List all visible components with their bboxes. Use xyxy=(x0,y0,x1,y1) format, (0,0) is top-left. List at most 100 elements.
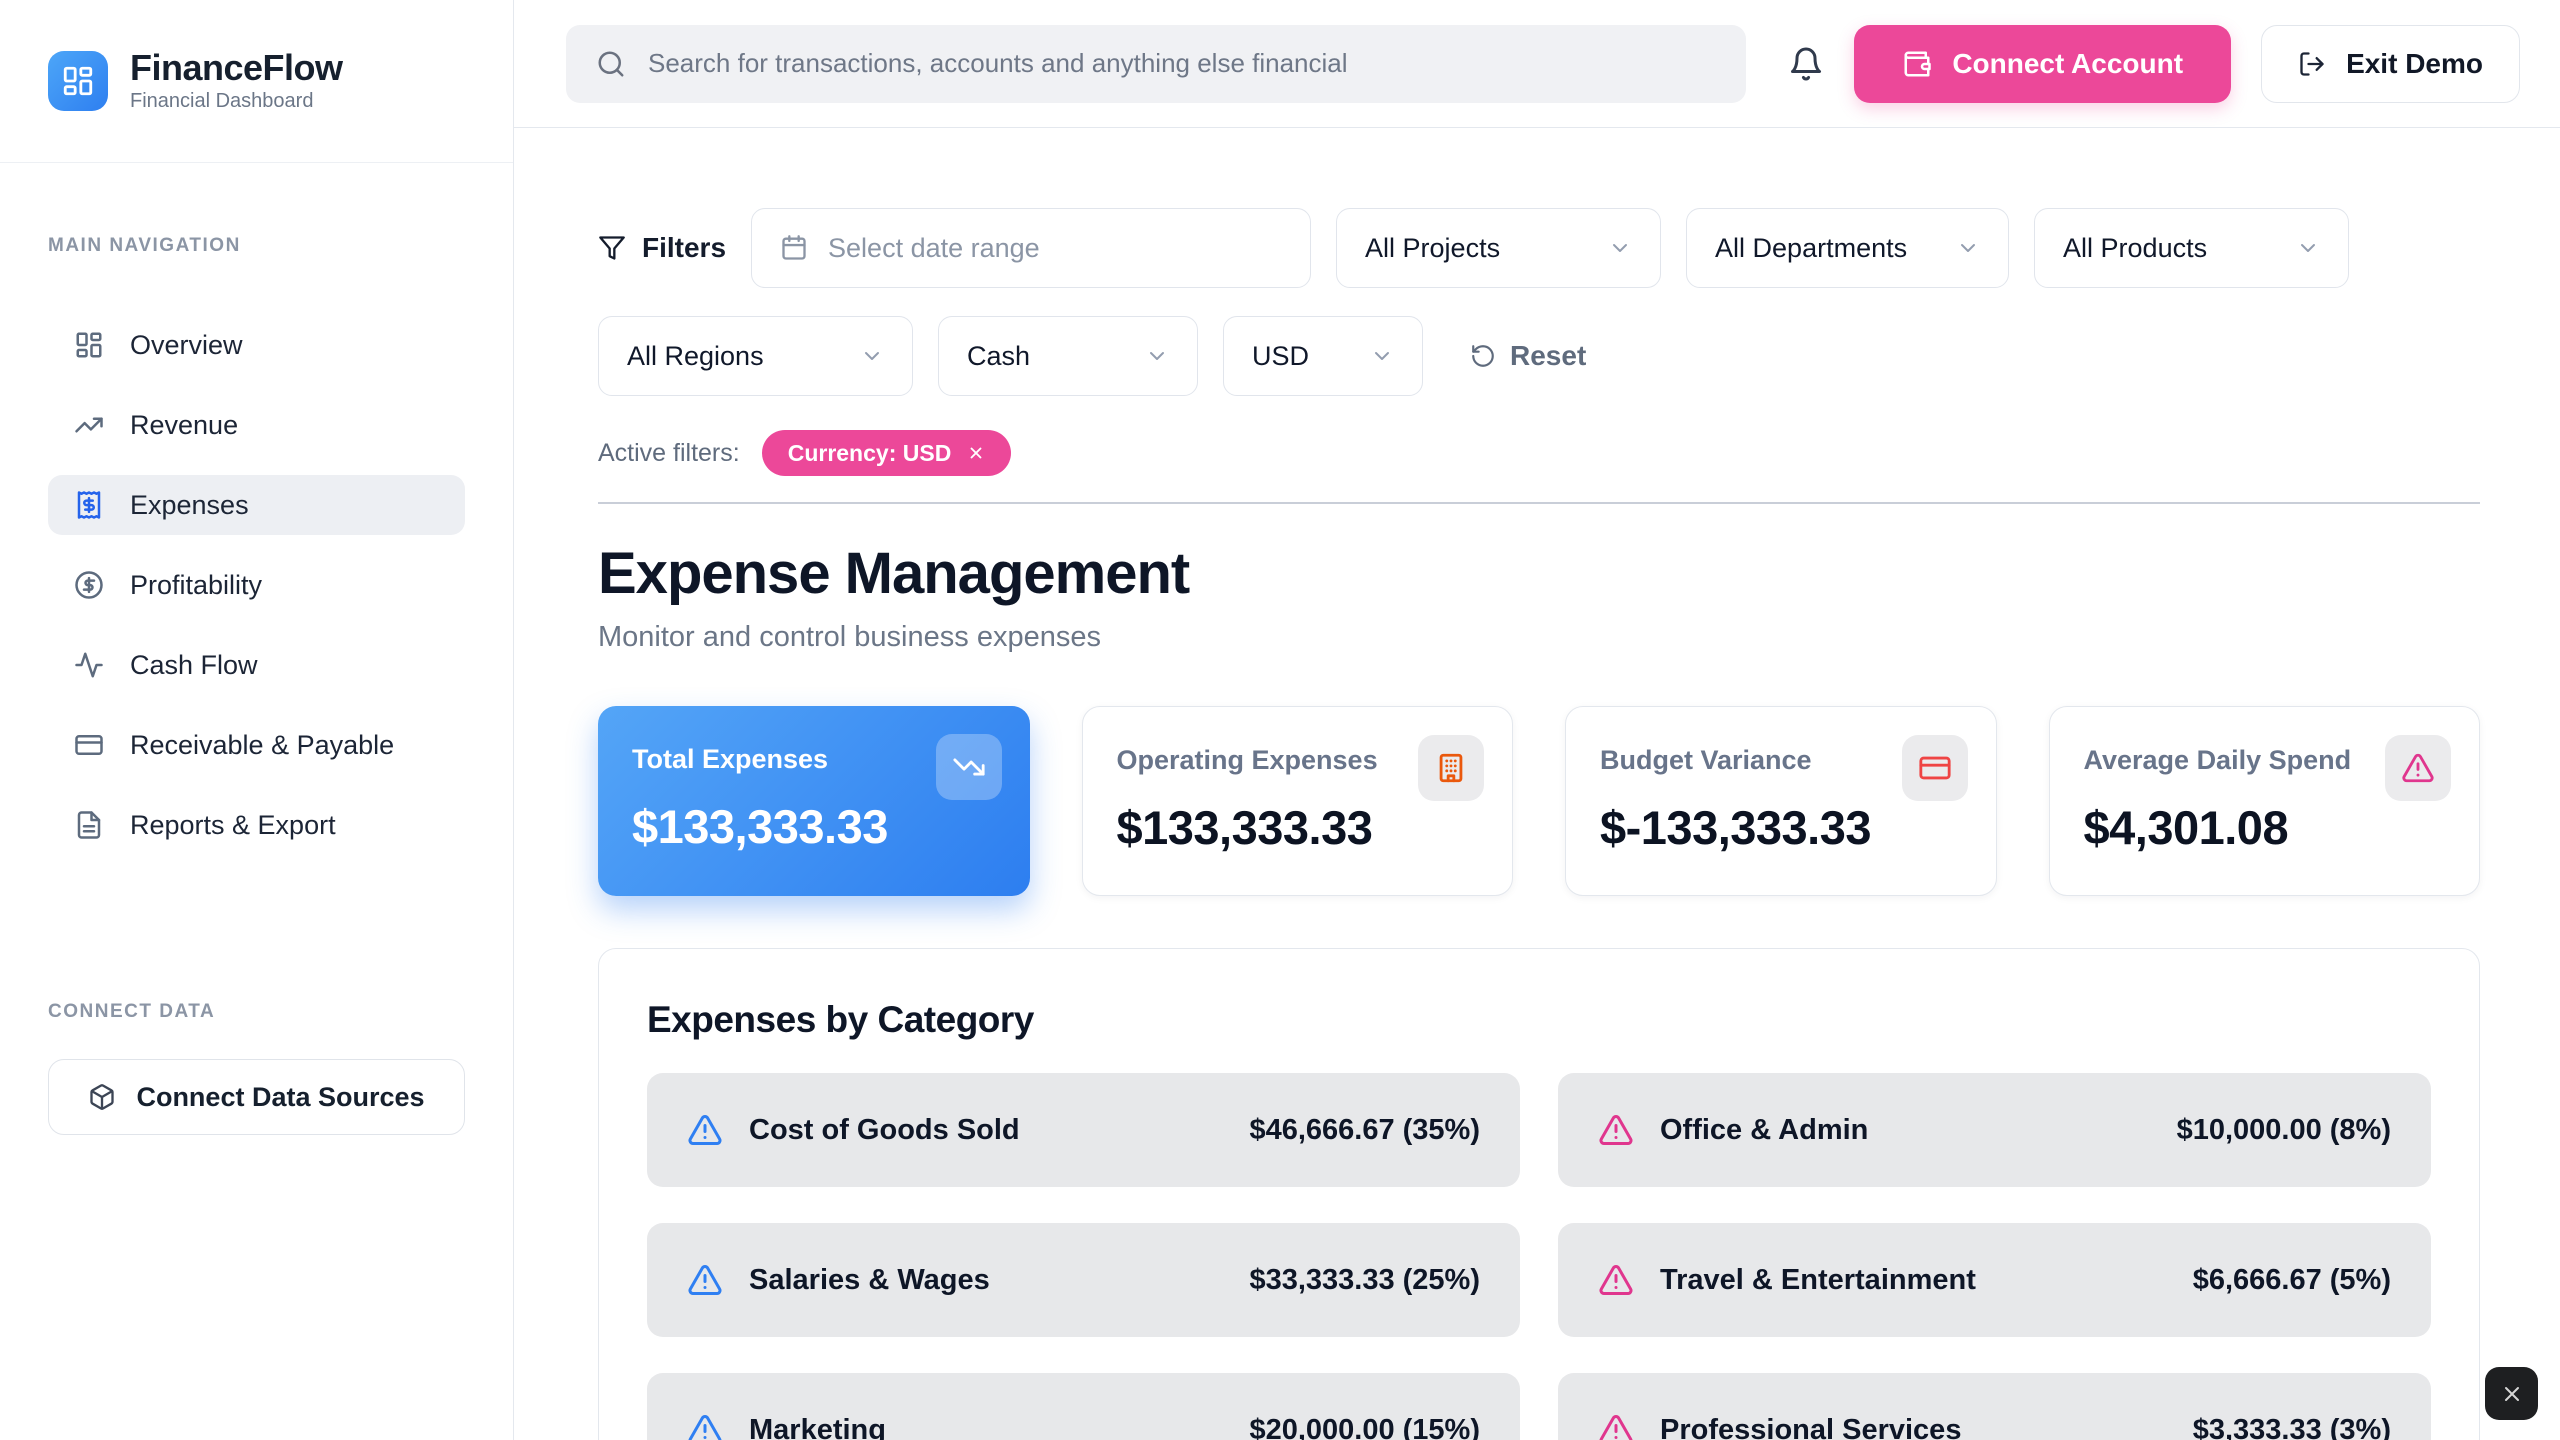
exit-demo-button[interactable]: Exit Demo xyxy=(2261,24,2520,103)
floating-close-button[interactable] xyxy=(2485,1367,2538,1420)
bell-icon xyxy=(1791,47,1822,80)
close-icon xyxy=(2504,1386,2519,1401)
circle-dollar-icon xyxy=(75,571,103,599)
trending-up-icon xyxy=(75,417,103,433)
topbar: Connect Account Exit Demo xyxy=(514,0,2560,128)
stat-icon-tile xyxy=(2385,735,2451,801)
connect-account-label: Connect Account xyxy=(1952,47,2184,79)
filters-label-group: Filters xyxy=(598,232,726,264)
projects-select[interactable]: All Projects xyxy=(1336,208,1662,288)
search-bar xyxy=(566,24,1746,103)
date-range-field xyxy=(751,208,1312,288)
category-value: $20,000.00 (15%) xyxy=(1249,1413,1480,1440)
reset-filters-button[interactable]: Reset xyxy=(1470,340,1586,372)
connect-account-button[interactable]: Connect Account xyxy=(1854,24,2232,103)
file-text-icon xyxy=(77,811,101,839)
main-navigation: Overview Revenue Expenses Profitability … xyxy=(48,315,465,855)
alert-triangle-icon xyxy=(2402,753,2434,783)
sidebar: FinanceFlow Financial Dashboard MAIN NAV… xyxy=(0,0,514,1440)
active-filter-chip-currency[interactable]: Currency: USD xyxy=(761,430,1012,476)
regions-select[interactable]: All Regions xyxy=(598,316,913,396)
active-filters-row: Active filters: Currency: USD xyxy=(598,430,2480,476)
stat-value: $-133,333.33 xyxy=(1600,801,1872,854)
search-input[interactable] xyxy=(648,48,1716,79)
category-grid: Cost of Goods Sold $46,666.67 (35%) Offi… xyxy=(647,1073,2431,1440)
regions-select-value: All Regions xyxy=(627,340,764,371)
products-select-value: All Products xyxy=(2063,232,2208,263)
category-row-marketing: Marketing $20,000.00 (15%) xyxy=(647,1373,1520,1440)
reset-label: Reset xyxy=(1510,340,1587,371)
sidebar-item-label: Expenses xyxy=(130,489,249,520)
chevron-down-icon xyxy=(865,352,879,360)
filters-row-1: Filters All Projects All Departments All… xyxy=(598,208,2480,288)
stats-grid: Total Expenses $133,333.33 Operating Exp… xyxy=(598,706,2480,896)
date-range-input[interactable] xyxy=(828,232,1283,264)
expenses-by-category-card: Expenses by Category Cost of Goods Sold … xyxy=(598,948,2480,1440)
category-value: $6,666.67 (5%) xyxy=(2192,1263,2391,1296)
section-title: Expenses by Category xyxy=(647,999,1034,1040)
brand-header: FinanceFlow Financial Dashboard xyxy=(0,0,513,163)
connect-data-sources-label: Connect Data Sources xyxy=(136,1081,425,1112)
stat-card-budget-variance[interactable]: Budget Variance $-133,333.33 xyxy=(1565,706,1997,896)
stat-card-average-daily-spend[interactable]: Average Daily Spend $4,301.08 xyxy=(2048,706,2480,896)
building-icon xyxy=(1439,753,1463,783)
sidebar-item-cash-flow[interactable]: Cash Flow xyxy=(48,635,465,695)
stat-icon-tile xyxy=(1418,735,1484,801)
category-row-office-admin: Office & Admin $10,000.00 (8%) xyxy=(1558,1073,2431,1187)
departments-select-value: All Departments xyxy=(1715,232,1908,263)
sidebar-item-label: Cash Flow xyxy=(130,649,258,680)
close-icon[interactable] xyxy=(967,444,985,462)
stat-card-operating-expenses[interactable]: Operating Expenses $133,333.33 xyxy=(1081,706,1513,896)
sidebar-item-label: Reports & Export xyxy=(130,809,336,840)
alert-triangle-icon xyxy=(1599,1415,1633,1440)
category-row-salaries-wages: Salaries & Wages $33,333.33 (25%) xyxy=(647,1223,1520,1337)
sidebar-item-reports-export[interactable]: Reports & Export xyxy=(48,795,465,855)
activity-icon xyxy=(75,652,103,678)
category-label: Cost of Goods Sold xyxy=(749,1113,1020,1146)
sidebar-item-expenses[interactable]: Expenses xyxy=(48,475,465,535)
chevron-down-icon xyxy=(1961,244,1976,252)
rotate-ccw-icon xyxy=(1472,345,1494,367)
chevron-down-icon xyxy=(2301,244,2316,252)
category-label: Office & Admin xyxy=(1660,1113,1869,1146)
connect-data-section: CONNECT DATA Connect Data Sources xyxy=(48,1001,465,1135)
stat-label: Budget Variance xyxy=(1600,745,1812,775)
stat-icon-tile xyxy=(935,734,1002,800)
sidebar-item-profitability[interactable]: Profitability xyxy=(48,555,465,615)
sidebar-item-overview[interactable]: Overview xyxy=(48,315,465,375)
departments-select[interactable]: All Departments xyxy=(1686,208,2010,288)
wallet-icon xyxy=(1904,51,1932,76)
category-label: Salaries & Wages xyxy=(749,1263,990,1296)
sidebar-item-revenue[interactable]: Revenue xyxy=(48,395,465,455)
currency-select[interactable]: USD xyxy=(1223,316,1423,396)
dashboard-icon xyxy=(63,66,93,96)
package-icon xyxy=(90,1084,115,1110)
payment-method-select-value: Cash xyxy=(967,340,1031,371)
category-value: $10,000.00 (8%) xyxy=(2176,1113,2391,1146)
trending-down-icon xyxy=(952,758,985,776)
category-label: Professional Services xyxy=(1660,1413,1962,1440)
connect-section-header: CONNECT DATA xyxy=(48,1001,216,1022)
nav-section-header: MAIN NAVIGATION xyxy=(48,235,241,256)
credit-card-icon xyxy=(1918,756,1951,780)
connect-data-sources-button[interactable]: Connect Data Sources xyxy=(48,1059,465,1135)
category-value: $33,333.33 (25%) xyxy=(1249,1263,1480,1296)
log-out-icon xyxy=(2300,51,2324,76)
active-filter-chip-label: Currency: USD xyxy=(787,439,952,466)
app-title: FinanceFlow xyxy=(130,46,343,88)
sidebar-item-label: Receivable & Payable xyxy=(130,729,395,760)
search-icon xyxy=(598,51,624,76)
sidebar-item-receivable-payable[interactable]: Receivable & Payable xyxy=(48,715,465,775)
products-select[interactable]: All Products xyxy=(2034,208,2350,288)
notifications-button[interactable] xyxy=(1788,46,1824,82)
receipt-icon xyxy=(77,491,101,519)
category-label: Marketing xyxy=(749,1413,886,1440)
active-filters-label: Active filters: xyxy=(598,438,740,467)
payment-method-select[interactable]: Cash xyxy=(938,316,1198,396)
category-row-travel-entertainment: Travel & Entertainment $6,666.67 (5%) xyxy=(1558,1223,2431,1337)
stat-card-total-expenses[interactable]: Total Expenses $133,333.33 xyxy=(598,706,1030,896)
chevron-down-icon xyxy=(1150,352,1164,360)
category-row-cost-of-goods-sold: Cost of Goods Sold $46,666.67 (35%) xyxy=(647,1073,1520,1187)
exit-demo-label: Exit Demo xyxy=(2346,47,2483,79)
stat-label: Total Expenses xyxy=(632,744,829,774)
